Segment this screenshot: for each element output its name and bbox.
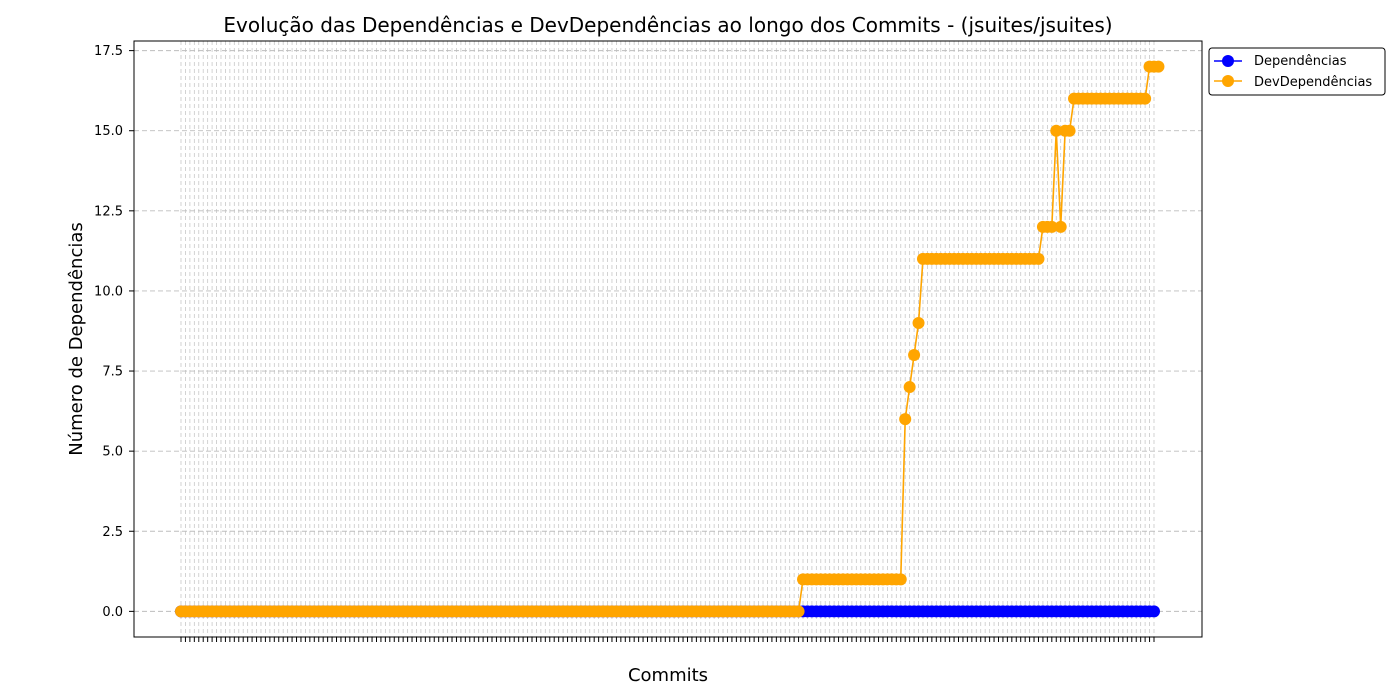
- legend-marker-dependencias: [1222, 55, 1234, 67]
- x-ticks: [180, 637, 1155, 642]
- data-point: [908, 349, 921, 362]
- y-tick-label: 12.5: [94, 204, 123, 219]
- data-point: [1045, 220, 1058, 233]
- data-point: [1032, 252, 1045, 265]
- series: [175, 60, 1165, 618]
- y-tick-label: 5.0: [102, 445, 123, 460]
- series-devdependencias: [175, 60, 1165, 618]
- y-tick-label: 0.0: [102, 605, 123, 620]
- x-axis-label: Commits: [628, 665, 708, 686]
- data-point: [903, 381, 916, 394]
- grid: [134, 41, 1202, 637]
- data-point: [792, 605, 805, 618]
- y-axis-label: Número de Dependências: [66, 222, 87, 456]
- chart-title: Evolução das Dependências e DevDependênc…: [223, 13, 1112, 37]
- legend-label-devdependencias: DevDependências: [1254, 75, 1372, 90]
- y-tick-label: 2.5: [102, 525, 123, 540]
- data-point: [1054, 220, 1067, 233]
- y-tick-label: 7.5: [102, 365, 123, 380]
- legend: Dependências DevDependências: [1208, 47, 1386, 96]
- data-point: [899, 413, 912, 426]
- data-point: [1139, 92, 1152, 105]
- data-point: [1050, 124, 1063, 137]
- legend-box: [1208, 47, 1386, 96]
- y-tick-label: 15.0: [94, 124, 123, 139]
- data-point: [1152, 60, 1165, 73]
- data-point: [1148, 605, 1160, 618]
- legend-marker-devdependencias: [1222, 75, 1234, 87]
- y-ticks: 0.0 2.5 5.0 7.5 10.0 12.5 15.0 17.5: [94, 44, 134, 620]
- data-point: [912, 316, 925, 329]
- legend-label-dependencias: Dependências: [1254, 54, 1347, 69]
- plot-area: [133, 40, 1203, 638]
- y-tick-label: 10.0: [94, 284, 123, 299]
- data-point: [894, 573, 907, 586]
- data-point: [1063, 124, 1076, 137]
- y-tick-label: 17.5: [94, 44, 123, 59]
